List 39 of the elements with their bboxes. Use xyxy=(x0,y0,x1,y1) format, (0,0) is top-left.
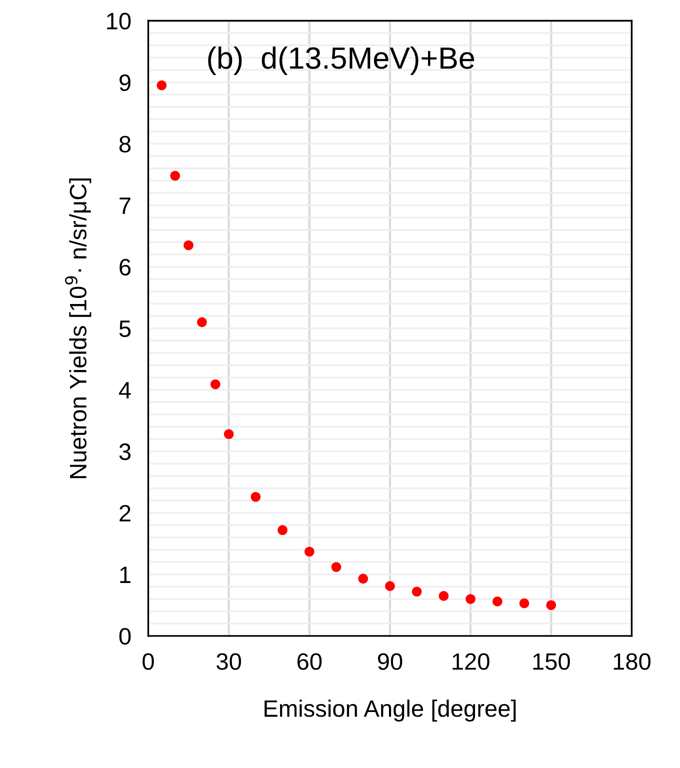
x-tick-label: 90 xyxy=(378,653,402,670)
point xyxy=(492,596,502,606)
y-tick-label: 4 xyxy=(118,382,131,398)
y-tick-label: 5 xyxy=(119,320,131,338)
point xyxy=(438,591,449,601)
x-tick-label: 0 xyxy=(142,653,154,670)
point xyxy=(170,170,180,181)
x-tick-label: 30 xyxy=(216,653,242,670)
y-tick-label: 6 xyxy=(120,258,131,276)
y-tick-label: 2 xyxy=(120,504,130,522)
x-tick-label: 150 xyxy=(533,653,570,670)
point xyxy=(466,594,476,604)
point xyxy=(412,586,422,597)
x-tick-label: 180 xyxy=(614,653,650,670)
point xyxy=(224,429,234,440)
point xyxy=(156,80,167,90)
x-tick-label: 120 xyxy=(452,653,490,670)
x-tick-label: 60 xyxy=(297,653,322,670)
point xyxy=(331,562,342,572)
y-tick-label: 9 xyxy=(120,74,130,92)
point xyxy=(304,546,314,557)
y-tick-label: 1 xyxy=(120,566,130,583)
point xyxy=(197,317,207,328)
point xyxy=(385,581,395,591)
y-tick-label: 3 xyxy=(119,443,131,460)
point xyxy=(519,598,530,608)
y-tick-label: 0 xyxy=(119,628,131,645)
annotation: (b) d(13.5MeV)+Be xyxy=(208,46,474,75)
y-tick-label: 10 xyxy=(107,12,131,30)
x-axis-title: Emission Angle [degree] xyxy=(264,700,516,722)
point xyxy=(184,240,194,250)
point xyxy=(210,379,220,390)
point xyxy=(358,574,368,584)
y-axis-title: Nuetron Yields [10$^{9}$· n/sr/μC] xyxy=(64,178,92,478)
y-tick-label: 7 xyxy=(120,198,130,214)
y-tick-label: 8 xyxy=(119,136,131,153)
point xyxy=(250,492,261,502)
point xyxy=(278,525,288,536)
point xyxy=(546,600,556,610)
